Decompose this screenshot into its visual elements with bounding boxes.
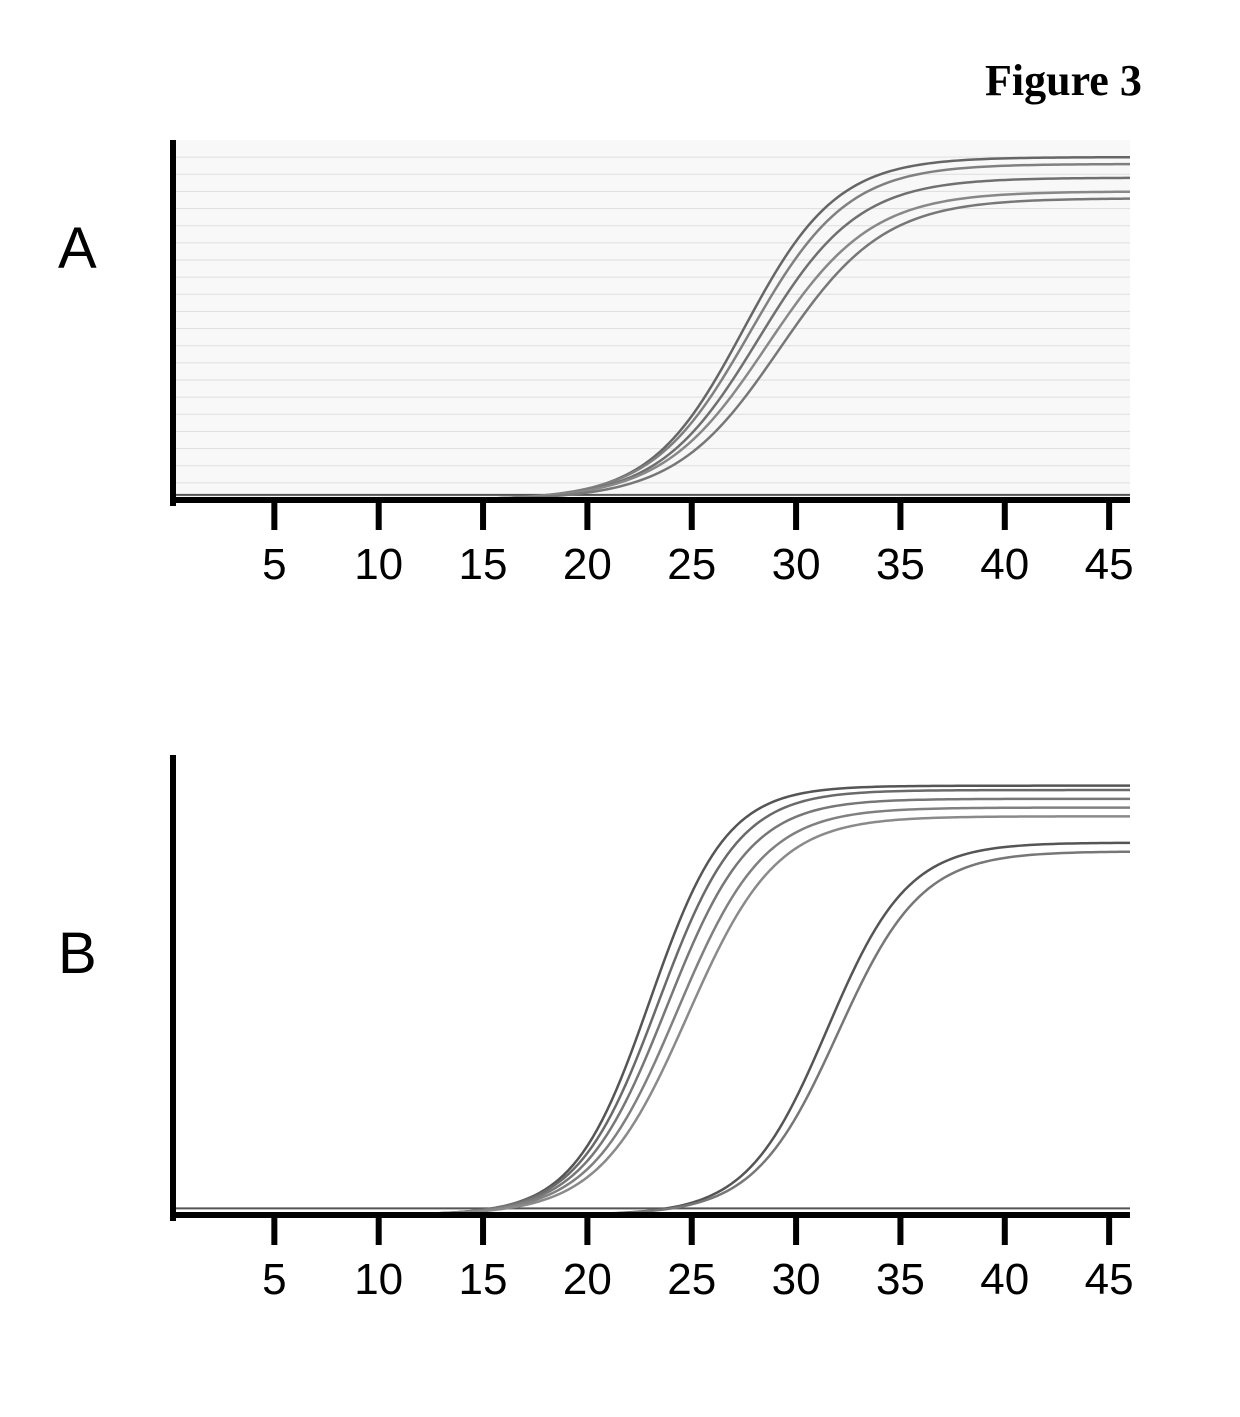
x-tick-label: 20 [563,540,612,590]
panel-label-A: A [58,215,97,282]
x-tick-label: 20 [563,1255,612,1305]
x-tick-label: 45 [1085,1255,1134,1305]
x-tick-label: 45 [1085,540,1134,590]
x-tick-label: 35 [876,540,925,590]
x-tick-label: 40 [980,1255,1029,1305]
x-tick-label: 30 [772,1255,821,1305]
panel-label-B: B [58,920,97,987]
x-tick-label: 30 [772,540,821,590]
chart-B [170,755,1130,1249]
page: { "document": { "width_px": 1240, "heigh… [0,0,1240,1417]
x-tick-label: 25 [667,540,716,590]
x-tick-label: 15 [459,540,508,590]
plot-bg [170,755,1130,1215]
x-tick-label: 5 [262,540,286,590]
plot-bg [170,140,1130,500]
x-tick-label: 40 [980,540,1029,590]
figure-title: Figure 3 [985,55,1142,106]
x-tick-label: 35 [876,1255,925,1305]
chart-A [170,140,1130,534]
x-tick-label: 15 [459,1255,508,1305]
panel-A [170,140,1130,500]
x-tick-label: 25 [667,1255,716,1305]
panel-B [170,755,1130,1215]
x-tick-label: 10 [354,540,403,590]
x-tick-label: 10 [354,1255,403,1305]
x-tick-label: 5 [262,1255,286,1305]
